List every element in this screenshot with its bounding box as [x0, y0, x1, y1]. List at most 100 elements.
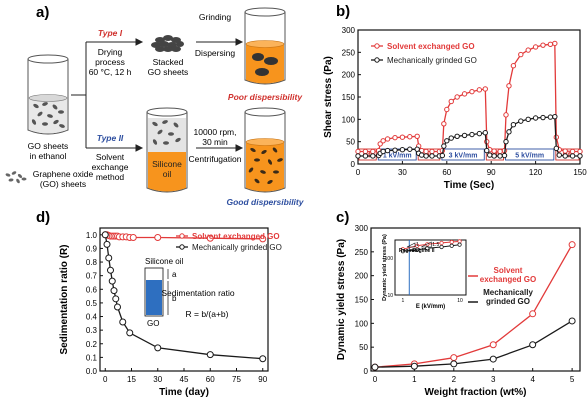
y-axis-label: Sedimentation ratio (R) [59, 244, 70, 354]
data-point [476, 130, 483, 137]
panel-b-chart: b) 0 50 100 150 200 250 300 0 30 60 90 120 150 Time (S… [323, 3, 587, 191]
legend-text-1-a: Mechanically [483, 288, 533, 297]
data-point [489, 341, 497, 349]
inset-xtick-10: 10 [457, 298, 463, 304]
x-tick-label: 75 [232, 375, 241, 384]
y-tick-label: 200 [342, 71, 356, 80]
x-tick-label: 60 [206, 375, 215, 384]
data-point [114, 303, 121, 311]
x-axis-label: Weight fraction (wt%) [424, 387, 526, 398]
data-point [450, 354, 458, 362]
inset-frame [394, 239, 467, 296]
data-point [107, 266, 114, 274]
dispersing-label: Dispersing [195, 48, 235, 58]
data-point [518, 51, 524, 58]
legend-text-0-a: Solvent [494, 266, 523, 275]
silicone-label-1: Silicone [152, 159, 182, 169]
field-label-3: 3 kV/mm [449, 153, 478, 160]
data-point [489, 355, 497, 363]
y-tick-label: 50 [359, 343, 368, 352]
y-tick-label: 0.6 [86, 285, 98, 294]
vial-ethanol: GO sheets in ethanol [27, 54, 69, 161]
data-point [562, 148, 568, 154]
silicone-label-2: oil [163, 169, 172, 179]
data-point [444, 106, 450, 113]
data-point [568, 241, 576, 249]
data-point [476, 87, 483, 93]
x-tick-label: 90 [487, 168, 496, 177]
data-point [491, 153, 497, 159]
data-point [423, 153, 429, 159]
data-point [568, 317, 576, 325]
y-tick-label: 0.0 [86, 367, 98, 376]
y-tick-label: 0 [351, 160, 356, 169]
y-tick-label: 300 [342, 26, 356, 35]
inset-regime-2: Regime II [412, 248, 435, 254]
inset-ylabel: Dynamic yield stress (Pa) [382, 234, 388, 301]
y-tick-label: 0.8 [86, 258, 98, 267]
data-point [101, 231, 109, 239]
centrifuge-line-1: 10000 rpm, [194, 127, 237, 137]
panel-a: a) GO sheets in ethanol [5, 4, 305, 207]
data-point [506, 129, 512, 135]
data-point [206, 234, 214, 242]
x-axis-label: Time (day) [159, 387, 209, 398]
data-point [532, 115, 539, 121]
inset-slope-1: 1 [416, 242, 419, 248]
data-point [429, 153, 435, 159]
data-point [497, 148, 503, 155]
y-tick-label: 0.9 [86, 244, 98, 253]
x-tick-label: 15 [127, 375, 136, 384]
legend-marker-0 [374, 43, 380, 49]
data-point [355, 148, 361, 155]
graphene-oxide-label-2: (GO) sheets [40, 179, 86, 189]
x-tick-label: 0 [103, 375, 108, 384]
y-tick-label: 150 [342, 93, 356, 102]
data-point [108, 277, 116, 285]
type-ii-label: Type II [97, 133, 124, 143]
data-point [482, 130, 488, 136]
data-point [410, 362, 418, 370]
y-tick-label: 0.4 [86, 313, 98, 322]
data-point [441, 143, 447, 149]
data-point [355, 153, 361, 159]
data-point [556, 152, 562, 158]
data-point [380, 138, 386, 144]
data-point [484, 147, 490, 154]
type-i-label: Type I [98, 28, 123, 38]
data-point [110, 287, 118, 295]
data-point [362, 153, 369, 159]
inset-regime-1: Regime I [399, 248, 420, 254]
y-tick-label: 150 [355, 296, 369, 305]
data-point [154, 344, 162, 352]
data-point [525, 47, 531, 53]
data-point [552, 113, 558, 120]
data-point [399, 134, 406, 140]
data-point [562, 153, 568, 159]
y-tick-label: 0.2 [86, 340, 98, 349]
vial-ethanol-label-1: GO sheets [28, 141, 69, 151]
panel-c-label: c) [336, 209, 349, 226]
data-point [371, 363, 379, 371]
y-tick-label: 50 [346, 138, 355, 147]
data-point [547, 114, 554, 120]
inset-xtick-1: 1 [401, 298, 404, 304]
x-tick-label: 60 [442, 168, 451, 177]
poor-dispersibility-label: Poor dispersibility [228, 92, 303, 102]
data-point [497, 153, 503, 159]
field-label-5: 5 kV/mm [515, 153, 544, 160]
data-point [503, 138, 509, 145]
slope-triangle-1 [406, 242, 416, 248]
x-tick-label: 90 [258, 375, 267, 384]
data-point [540, 114, 546, 121]
data-point [529, 310, 537, 318]
x-tick-label: 120 [529, 168, 543, 177]
inset-point [457, 242, 462, 247]
data-point [552, 40, 558, 47]
data-point [407, 134, 413, 140]
inset-point [439, 244, 444, 250]
data-point [370, 153, 376, 159]
x-tick-label: 1 [412, 375, 417, 384]
inset-point [400, 249, 405, 254]
x-axis-label: Time (Sec) [444, 180, 494, 191]
